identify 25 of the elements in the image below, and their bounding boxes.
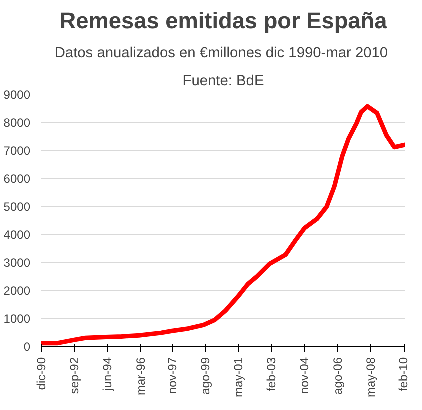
y-tick-label: 1000 (4, 312, 31, 326)
x-tick-label: nov-97 (165, 357, 180, 394)
y-tick-label: 6000 (4, 172, 31, 186)
chart-subtitle: Datos anualizados en €millones dic 1990-mar 2010 (54, 46, 388, 62)
x-tick-label: ago-06 (330, 357, 345, 395)
x-tick-label: feb-10 (396, 357, 410, 392)
x-tick-label: may-08 (364, 357, 378, 398)
x-tick-label: jun-94 (100, 357, 115, 392)
y-tick-label: 9000 (4, 88, 31, 102)
x-tick-label: may-01 (231, 357, 246, 398)
y-tick-label: 4000 (4, 228, 31, 242)
y-tick-label: 0 (24, 340, 31, 354)
x-tick-label: ago-99 (198, 357, 212, 395)
y-tick-label: 8000 (4, 116, 31, 130)
chart-title: Remesas emitidas por España (60, 8, 388, 34)
source-note: Fuente: BdE (182, 74, 264, 90)
x-tick-label: nov-04 (298, 357, 312, 394)
x-tick-label: mar-96 (134, 357, 148, 396)
y-tick-label: 7000 (4, 144, 31, 158)
y-tick-label: 2000 (4, 284, 31, 298)
x-tick-label: sep-92 (68, 357, 82, 394)
x-tick-label: dic-90 (34, 357, 48, 390)
y-tick-label: 5000 (4, 200, 31, 214)
x-tick-label: feb-03 (264, 357, 279, 392)
y-tick-label: 3000 (4, 256, 31, 270)
